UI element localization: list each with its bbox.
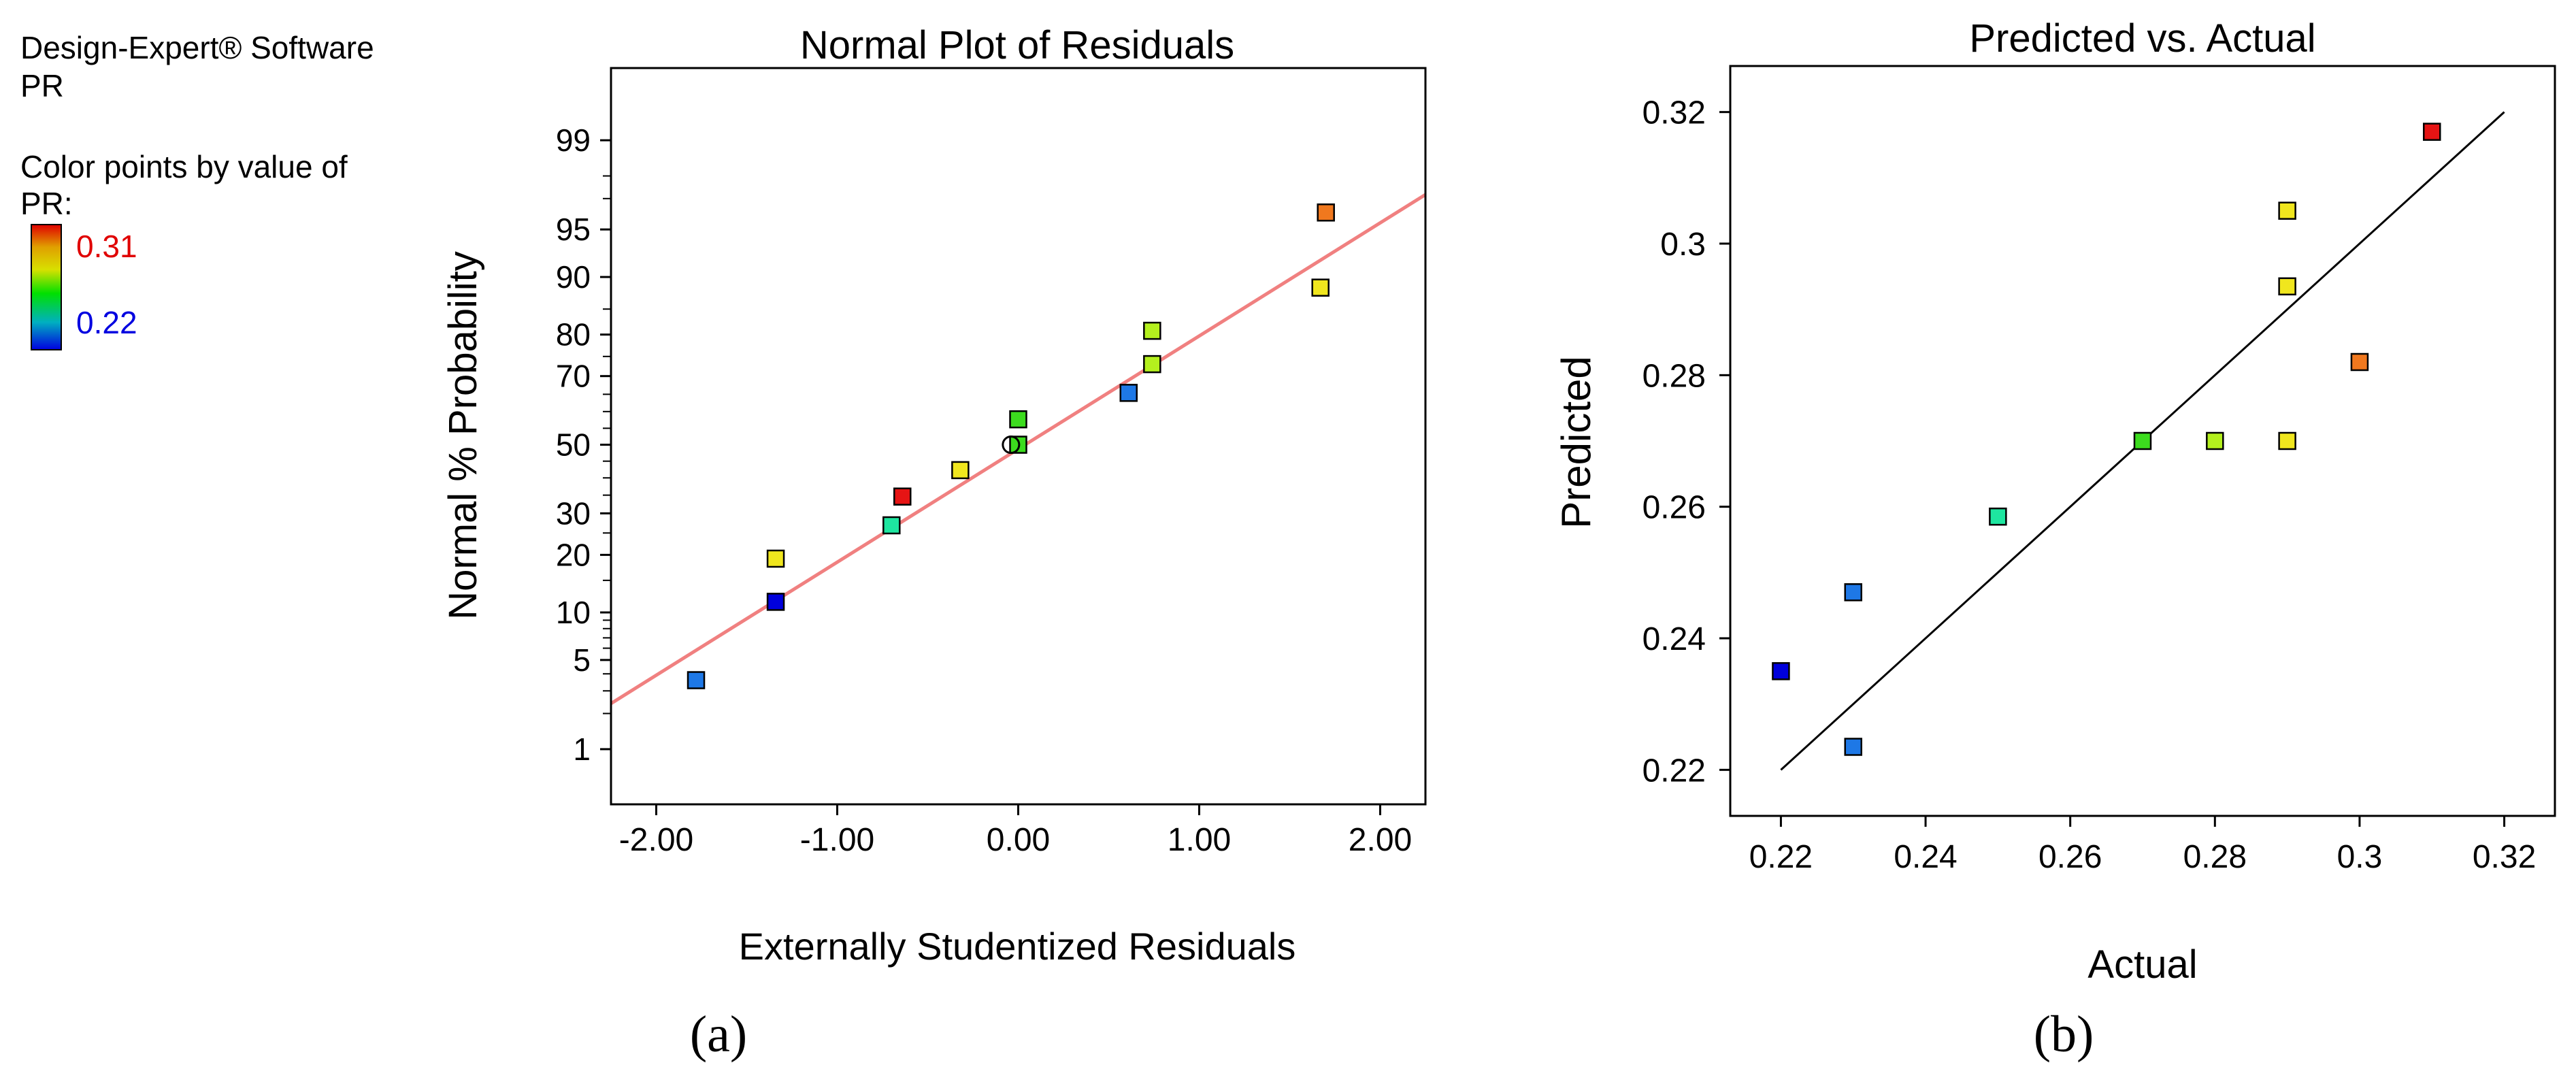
chart-b: Predicted vs. Actual 0.22 0.24 0.26 0.28 0.3… xyxy=(1553,16,2556,1063)
chart-a-xtick-label-2: 0.00 xyxy=(987,822,1050,858)
chart-b-xtick-label-5: 0.32 xyxy=(2473,839,2536,875)
chart-b-ytick-label-4: 0.3 xyxy=(1660,227,1706,263)
chart-a-point-2 xyxy=(766,549,785,568)
chart-b-ytick-label-2: 0.26 xyxy=(1642,490,1706,526)
chart-a-title: Normal Plot of Residuals xyxy=(800,23,1234,67)
chart-b-point-4 xyxy=(2133,431,2152,450)
chart-a-ytick-label-0: 1 xyxy=(573,732,591,767)
chart-a-xtick-label-0: -2.00 xyxy=(619,822,693,858)
chart-a-ytick-label-2: 10 xyxy=(556,595,591,630)
legend-software: Design-Expert® Software xyxy=(20,30,374,65)
chart-a-ytick-label-4: 30 xyxy=(556,495,591,531)
chart-a: Normal Plot of Residuals -2.00 -1.00 0.00 1… xyxy=(441,23,1427,1063)
legend: Design-Expert® Software PR Color points … xyxy=(20,30,374,350)
chart-b-point-6 xyxy=(2278,201,2296,220)
chart-b-point-3 xyxy=(1989,507,2007,526)
chart-b-points xyxy=(1772,122,2441,756)
chart-a-point-0 xyxy=(687,671,706,689)
chart-a-ytick-label-1: 5 xyxy=(573,642,591,678)
chart-b-xtick-label-0: 0.22 xyxy=(1749,839,1813,875)
chart-b-y-axis: 0.22 0.24 0.26 0.28 0.3 0.32 xyxy=(1642,95,1730,789)
chart-a-point-12 xyxy=(1317,203,1335,222)
chart-a-ytick-label-5: 50 xyxy=(556,427,591,463)
chart-a-ytick-label-6: 70 xyxy=(556,359,591,394)
chart-a-open-circle xyxy=(1002,436,1021,455)
chart-b-xlabel: Actual xyxy=(2087,942,2197,987)
chart-a-point-9 xyxy=(1143,355,1161,374)
chart-b-x-axis: 0.22 0.24 0.26 0.28 0.3 0.32 xyxy=(1749,816,2536,875)
legend-color-bar xyxy=(31,224,62,350)
chart-a-y-axis: 1 5 10 20 30 50 70 80 90 95 99 xyxy=(556,122,611,767)
chart-a-ylabel: Normal % Probability xyxy=(441,251,485,620)
chart-b-xtick-label-2: 0.26 xyxy=(2038,839,2102,875)
chart-b-xtick-label-3: 0.28 xyxy=(2183,839,2247,875)
chart-a-point-8 xyxy=(1119,384,1138,402)
chart-b-point-0 xyxy=(1772,662,1790,680)
legend-response: PR xyxy=(20,68,64,103)
chart-a-point-7 xyxy=(1009,410,1027,429)
chart-a-point-3 xyxy=(882,516,901,535)
chart-b-point-2 xyxy=(1844,738,1862,756)
chart-b-title: Predicted vs. Actual xyxy=(1969,16,2315,61)
chart-a-xtick-label-1: -1.00 xyxy=(800,822,874,858)
legend-max-label: 0.31 xyxy=(76,229,137,264)
chart-b-point-5 xyxy=(2206,431,2224,450)
chart-b-point-9 xyxy=(2350,352,2369,372)
chart-a-point-1 xyxy=(766,593,785,611)
legend-color-by-line1: Color points by value of xyxy=(20,149,348,184)
chart-b-ylabel: Predicted xyxy=(1553,356,1599,528)
legend-color-by-line2: PR: xyxy=(20,186,73,221)
chart-a-ytick-label-3: 20 xyxy=(556,537,591,572)
chart-a-panel-label: (a) xyxy=(690,1006,747,1063)
chart-b-plot-frame xyxy=(1729,65,2556,817)
chart-a-point-5 xyxy=(951,461,970,480)
chart-a-x-axis: -2.00 -1.00 0.00 1.00 2.00 xyxy=(619,804,1412,858)
chart-a-ytick-label-10: 99 xyxy=(556,122,591,158)
chart-a-points xyxy=(687,203,1335,689)
chart-b-point-1 xyxy=(1844,583,1862,602)
chart-b-xtick-label-4: 0.3 xyxy=(2337,839,2383,875)
chart-a-point-4 xyxy=(893,487,912,506)
chart-b-point-10 xyxy=(2423,122,2441,141)
chart-b-point-7 xyxy=(2278,277,2296,296)
chart-b-xtick-label-1: 0.24 xyxy=(1894,839,1957,875)
chart-b-panel-label: (b) xyxy=(2034,1006,2094,1063)
chart-a-xlabel: Externally Studentized Residuals xyxy=(739,925,1296,968)
chart-a-point-10 xyxy=(1143,321,1161,340)
chart-a-xtick-label-3: 1.00 xyxy=(1168,822,1231,858)
chart-a-xtick-label-4: 2.00 xyxy=(1349,822,1412,858)
chart-b-ytick-label-0: 0.22 xyxy=(1642,753,1706,789)
chart-a-point-11 xyxy=(1311,278,1330,297)
chart-b-ytick-label-1: 0.24 xyxy=(1642,621,1706,657)
chart-a-ytick-label-7: 80 xyxy=(556,317,591,352)
chart-b-point-8 xyxy=(2278,431,2296,450)
chart-b-ytick-label-3: 0.28 xyxy=(1642,358,1706,394)
legend-min-label: 0.22 xyxy=(76,305,137,340)
chart-b-ytick-label-5: 0.32 xyxy=(1642,95,1706,131)
chart-a-ytick-label-8: 90 xyxy=(556,259,591,295)
chart-a-ytick-label-9: 95 xyxy=(556,212,591,247)
